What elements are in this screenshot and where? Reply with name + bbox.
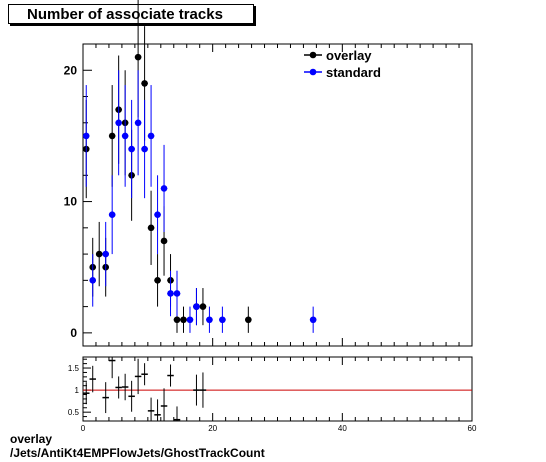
overlay-point xyxy=(134,53,142,61)
overlay-point xyxy=(108,132,116,140)
legend: overlay standard xyxy=(304,48,381,80)
standard-point xyxy=(173,290,181,297)
ratio-plot-frame xyxy=(82,356,473,422)
ratio-plot-border xyxy=(82,356,473,422)
standard-point xyxy=(186,316,194,324)
ratio-x-tick-label: 20 xyxy=(208,424,217,433)
ratio-y-tick-label: 1.5 xyxy=(68,364,80,373)
main-y-tick-label: 10 xyxy=(64,195,78,209)
standard-point xyxy=(108,211,116,218)
standard-point xyxy=(167,290,174,297)
standard-point xyxy=(134,119,142,127)
legend-marker-overlay xyxy=(309,51,317,59)
footer-label: overlay xyxy=(10,432,53,446)
legend-label-overlay: overlay xyxy=(326,48,372,63)
main-plot-frame xyxy=(82,43,473,347)
standard-point xyxy=(115,119,122,127)
ratio-plot-marks xyxy=(83,357,472,421)
standard-point xyxy=(82,132,90,140)
main-plot-marks xyxy=(82,0,317,333)
overlay-point xyxy=(160,237,168,245)
chart-title: Number of associate tracks xyxy=(27,6,223,23)
ratio-x-tick-label: 40 xyxy=(338,424,347,433)
standard-point xyxy=(193,303,200,310)
main-y-tick-label: 0 xyxy=(70,326,77,340)
standard-point xyxy=(121,132,129,140)
standard-point xyxy=(309,316,317,324)
main-plot-border xyxy=(82,43,473,347)
legend-label-standard: standard xyxy=(326,65,381,80)
standard-point xyxy=(219,316,226,324)
overlay-point xyxy=(141,80,148,87)
standard-point xyxy=(89,277,97,284)
legend-marker-standard xyxy=(309,68,317,76)
footer-path: /Jets/AntiKt4EMPFlowJets/GhostTrackCount xyxy=(10,446,265,460)
overlay-point xyxy=(154,277,161,284)
ratio-y-tick-label: 0.5 xyxy=(68,408,80,417)
ratio-x-tick-label: 60 xyxy=(468,424,477,433)
standard-point xyxy=(141,145,148,153)
overlay-point xyxy=(180,316,187,324)
overlay-point xyxy=(147,224,155,232)
standard-point xyxy=(102,250,109,258)
standard-point xyxy=(160,185,168,192)
main-y-tick-label: 20 xyxy=(64,63,78,77)
chart-title-box: Number of associate tracks xyxy=(8,4,254,24)
overlay-point xyxy=(199,303,207,310)
overlay-point xyxy=(173,316,181,324)
standard-point xyxy=(147,132,155,140)
standard-point xyxy=(206,316,213,324)
ratio-y-tick-label: 1 xyxy=(75,386,80,395)
standard-point xyxy=(128,145,135,153)
overlay-point xyxy=(95,250,103,258)
standard-point xyxy=(154,211,161,218)
overlay-point xyxy=(245,316,252,324)
ratio-x-tick-label: 0 xyxy=(81,424,86,433)
ratio-plot-ticks: 0 20 40 60 0.5 1 1.5 xyxy=(68,357,477,433)
